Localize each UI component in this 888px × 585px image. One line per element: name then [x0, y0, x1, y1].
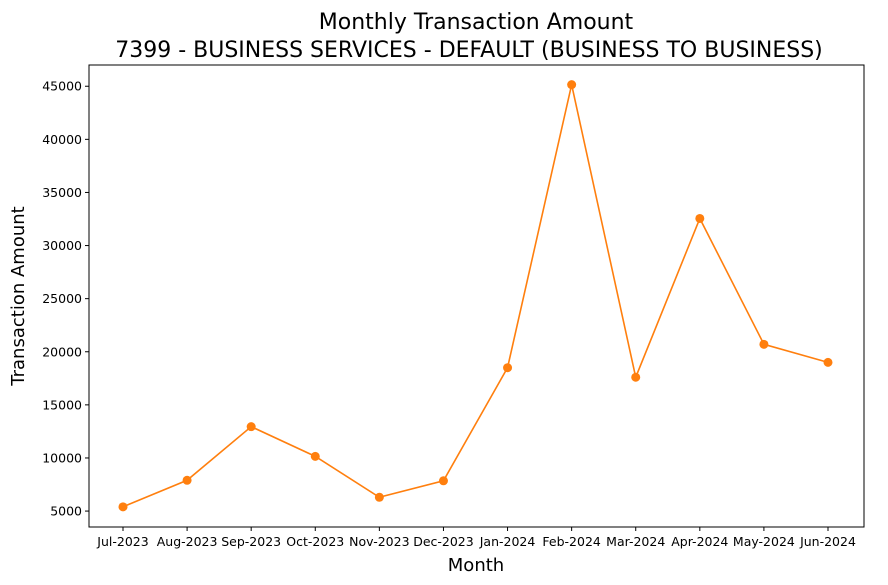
data-point: [182, 475, 192, 485]
y-tick-label: 40000: [42, 132, 82, 147]
data-point: [118, 502, 128, 512]
x-tick-label: Nov-2023: [349, 534, 409, 549]
y-tick-label: 30000: [42, 238, 82, 253]
y-tick-label: 35000: [42, 185, 82, 200]
x-tick-label: Sep-2023: [221, 534, 281, 549]
data-point: [310, 451, 320, 461]
x-tick-label: Oct-2023: [286, 534, 344, 549]
y-tick-label: 5000: [50, 504, 82, 519]
data-point: [695, 213, 705, 223]
x-tick-label: Aug-2023: [157, 534, 218, 549]
y-tick-label: 45000: [42, 79, 82, 94]
series-line: [122, 84, 829, 508]
data-point: [438, 476, 448, 486]
x-tick-label: Jul-2023: [96, 534, 148, 549]
chart-title-line-1: Monthly Transaction Amount: [319, 10, 634, 35]
y-tick-label: 15000: [42, 397, 82, 412]
x-tick-label: Feb-2024: [542, 534, 601, 549]
x-tick-label: Jun-2024: [799, 534, 856, 549]
y-tick-label: 20000: [42, 344, 82, 359]
x-tick-label: Mar-2024: [606, 534, 665, 549]
x-tick-label: Apr-2024: [671, 534, 728, 549]
x-tick-label: Dec-2023: [413, 534, 474, 549]
plot-frame: [88, 64, 865, 528]
y-axis-label: Transaction Amount: [8, 206, 29, 386]
chart-title-line-2: 7399 - BUSINESS SERVICES - DEFAULT (BUSI…: [115, 38, 823, 63]
y-tick-label: 10000: [42, 450, 82, 465]
data-point: [631, 372, 641, 382]
x-axis-label: Month: [448, 555, 504, 576]
data-point: [823, 357, 833, 367]
y-tick-label: 25000: [42, 291, 82, 306]
x-tick-label: May-2024: [733, 534, 795, 549]
data-point: [759, 339, 769, 349]
data-point: [246, 422, 256, 432]
data-point: [567, 80, 577, 90]
data-point: [374, 492, 384, 502]
x-tick-label: Jan-2024: [479, 534, 536, 549]
data-point: [503, 363, 513, 373]
plot-area: 5000 10000 15000 20000 25000 30000 35000 40000 4…: [42, 64, 865, 549]
